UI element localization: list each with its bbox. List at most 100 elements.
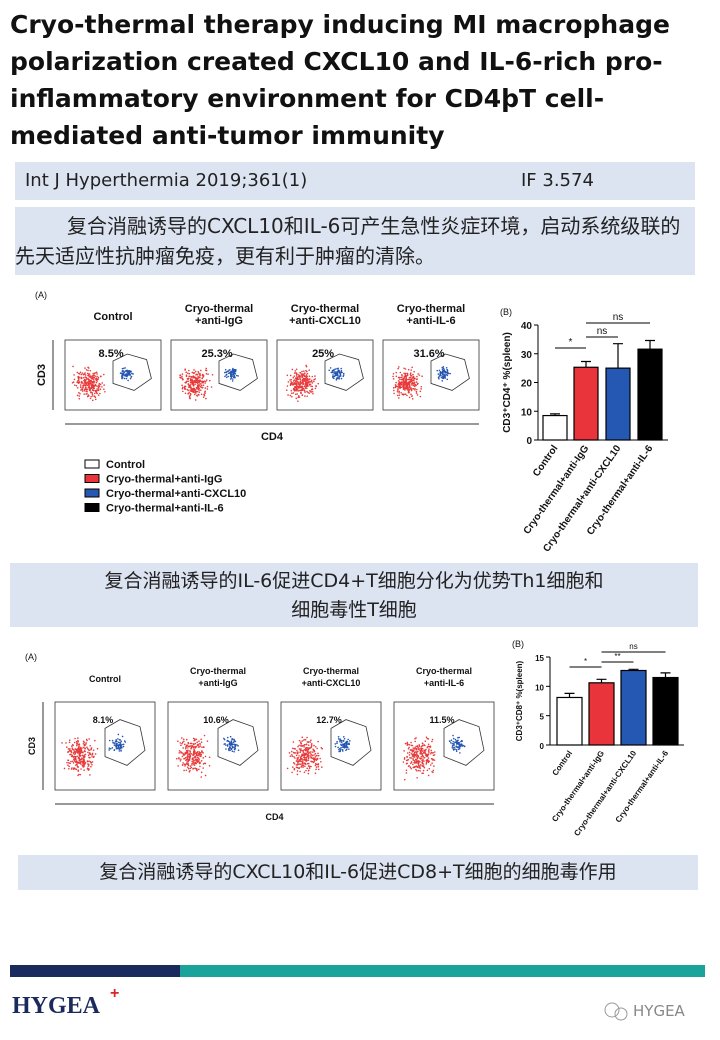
- cell-dot: [330, 371, 333, 374]
- cell-dot: [306, 741, 309, 743]
- cell-dot: [304, 381, 307, 383]
- cell-dot: [183, 769, 185, 772]
- cell-dot: [316, 758, 318, 760]
- cell-dot: [405, 772, 408, 774]
- cell-dot: [194, 380, 197, 383]
- cell-dot: [421, 772, 423, 774]
- cell-dot: [118, 741, 120, 744]
- plot-title: Cryo-thermal: [190, 666, 246, 676]
- cell-dot: [88, 760, 90, 763]
- cell-dot: [200, 738, 202, 741]
- cell-dot: [201, 386, 203, 389]
- cell-dot: [425, 736, 428, 739]
- cell-dot: [79, 371, 82, 374]
- cell-dot: [410, 374, 412, 377]
- cell-dot: [296, 388, 299, 390]
- cell-dot: [411, 751, 414, 753]
- cell-dot: [311, 390, 314, 393]
- cell-dot: [193, 379, 196, 382]
- cell-dot: [301, 376, 304, 379]
- cell-dot: [412, 757, 414, 759]
- bar: [542, 414, 568, 441]
- cell-dot: [308, 369, 311, 371]
- cell-dot: [188, 745, 191, 748]
- cell-dot: [398, 392, 400, 394]
- cell-dot: [93, 392, 96, 395]
- cell-dot: [196, 756, 199, 759]
- cell-dot: [315, 763, 318, 766]
- cell-dot: [186, 755, 189, 758]
- cell-dot: [79, 760, 81, 762]
- cell-dot: [197, 760, 200, 763]
- cell-dot: [306, 754, 309, 756]
- cell-dot: [392, 372, 395, 375]
- cell-dot: [235, 374, 238, 377]
- cell-dot: [433, 751, 436, 753]
- cell-dot: [298, 385, 301, 387]
- cell-dot: [415, 384, 417, 387]
- cell-dot: [83, 741, 86, 744]
- cell-dot: [185, 745, 187, 748]
- cell-dot: [99, 392, 101, 395]
- cell-dot: [83, 763, 86, 765]
- cell-dot: [339, 740, 341, 743]
- cell-dot: [458, 736, 460, 739]
- cell-dot: [192, 768, 194, 770]
- cell-dot: [399, 378, 401, 381]
- cell-dot: [78, 397, 81, 400]
- cell-dot: [92, 395, 94, 397]
- cell-dot: [196, 388, 198, 390]
- cell-dot: [115, 739, 117, 742]
- cell-dot: [421, 753, 423, 755]
- cell-dot: [335, 372, 338, 375]
- cell-dot: [411, 749, 414, 752]
- cell-dot: [234, 376, 236, 378]
- cell-dot: [305, 374, 308, 376]
- cell-dot: [79, 752, 81, 755]
- cell-dot: [301, 387, 304, 389]
- cell-dot: [193, 369, 195, 371]
- cell-dot: [91, 383, 93, 385]
- cell-dot: [305, 369, 307, 372]
- cell-dot: [308, 375, 311, 378]
- cell-dot: [297, 752, 299, 755]
- cell-dot: [72, 761, 75, 764]
- cell-dot: [398, 394, 401, 396]
- cell-dot: [99, 388, 102, 391]
- cell-dot: [75, 384, 78, 387]
- cell-dot: [187, 372, 189, 374]
- cell-dot: [424, 740, 427, 743]
- cell-dot: [66, 761, 68, 764]
- cell-dot: [122, 369, 124, 372]
- cell-dot: [78, 758, 81, 760]
- cell-dot: [196, 373, 198, 375]
- cell-dot: [206, 740, 209, 742]
- cell-dot: [197, 746, 200, 748]
- cell-dot: [71, 754, 74, 757]
- cell-dot: [413, 382, 415, 385]
- cell-dot: [129, 377, 132, 380]
- cell-dot: [192, 376, 194, 379]
- cell-dot: [425, 761, 428, 764]
- cell-dot: [85, 743, 87, 745]
- cell-dot: [425, 755, 428, 757]
- cell-dot: [396, 394, 399, 397]
- cell-dot: [403, 758, 406, 760]
- cell-dot: [299, 751, 301, 754]
- cell-dot: [416, 388, 418, 391]
- cell-dot: [343, 744, 346, 747]
- cell-dot: [427, 761, 430, 764]
- cell-dot: [419, 751, 422, 753]
- cell-dot: [70, 751, 73, 754]
- legend-label: Cryo-thermal+anti-IgG: [106, 474, 222, 486]
- cell-dot: [400, 386, 402, 389]
- cell-dot: [201, 750, 203, 753]
- cell-dot: [412, 373, 414, 376]
- cell-dot: [90, 395, 92, 398]
- cell-dot: [89, 753, 92, 755]
- cell-dot: [120, 740, 123, 743]
- cell-dot: [77, 747, 79, 750]
- cell-dot: [88, 764, 90, 766]
- cell-dot: [301, 761, 304, 764]
